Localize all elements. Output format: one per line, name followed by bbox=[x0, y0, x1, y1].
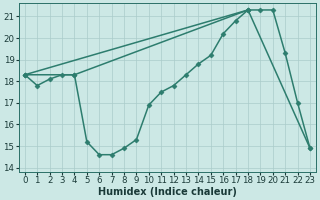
X-axis label: Humidex (Indice chaleur): Humidex (Indice chaleur) bbox=[98, 187, 237, 197]
